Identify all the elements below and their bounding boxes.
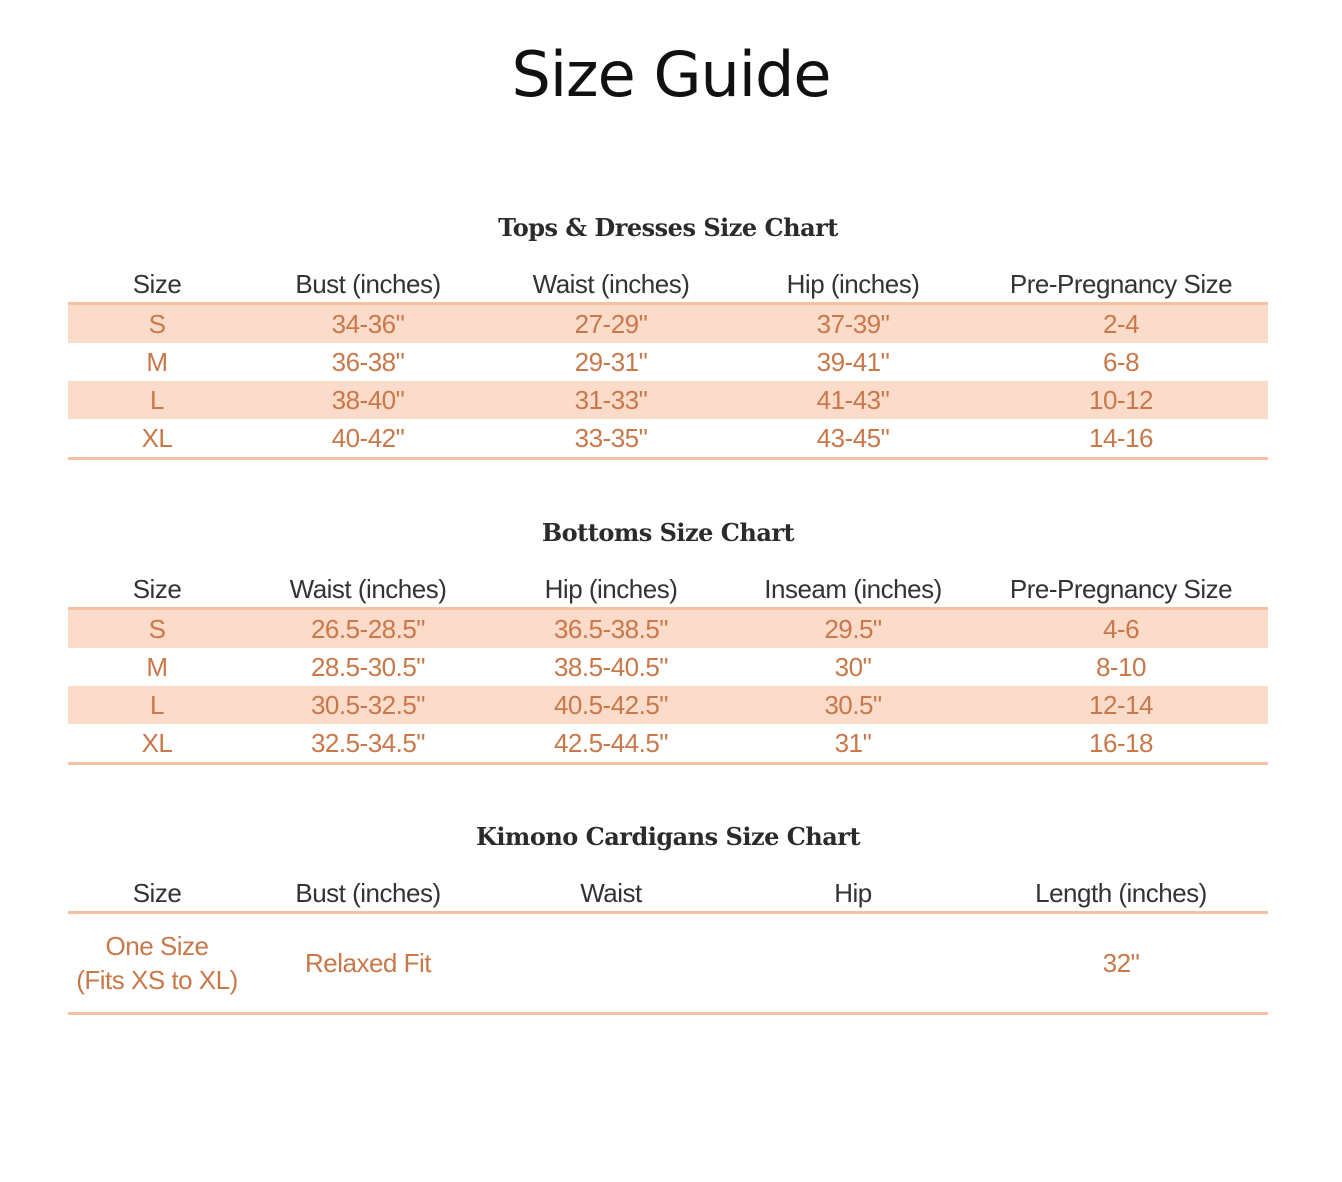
table-cell: 40-42" (331, 422, 405, 453)
bottoms-size-chart: Bottoms Size Chart Size Waist (inches) Hip … (68, 513, 1268, 765)
table-row: S 26.5-28.5" 36.5-38.5" 29.5" 4-6 (68, 610, 1268, 648)
table-cell: L (150, 384, 164, 415)
table-cell: XL (141, 422, 173, 453)
kimono-size-chart: Kimono Cardigans Size Chart Size Bust (i… (68, 817, 1268, 1015)
table-cell: 36-38" (331, 346, 405, 377)
table-cell: 30.5-32.5" (310, 689, 426, 720)
table-cell: 32" (1102, 948, 1140, 978)
table-cell: 26.5-28.5" (310, 613, 426, 644)
column-header: Size (132, 268, 182, 299)
table-cell: 27-29" (574, 308, 648, 339)
table-cell: 36.5-38.5" (553, 613, 669, 644)
table-cell: 31-33" (574, 384, 648, 415)
table-cell: 14-16 (1089, 422, 1154, 453)
table-cell: 38.5-40.5" (553, 651, 669, 682)
column-header: Pre-Pregnancy Size (1009, 573, 1233, 604)
table-header-row: Size Bust (inches) Waist (inches) Hip (inch… (68, 266, 1268, 305)
column-header: Hip (inches) (544, 573, 678, 604)
column-header: Waist (inches) (532, 268, 690, 299)
table-header-row: Size Waist (inches) Hip (inches) Inseam (in… (68, 571, 1268, 610)
column-header: Size (132, 877, 182, 908)
table-cell: 42.5-44.5" (553, 727, 669, 758)
table-cell: 29.5" (824, 613, 882, 644)
table-cell: 43-45" (816, 422, 890, 453)
table-cell: 29-31" (574, 346, 648, 377)
table-row: XL 40-42" 33-35" 43-45" 14-16 (68, 419, 1268, 460)
size-line: One Size (105, 931, 209, 961)
table-cell: XL (141, 727, 173, 758)
column-header: Pre-Pregnancy Size (1009, 268, 1233, 299)
column-header: Hip (inches) (786, 268, 920, 299)
column-header: Size (132, 573, 182, 604)
table-cell: 6-8 (1102, 346, 1140, 377)
table-cell: 37-39" (816, 308, 890, 339)
table-cell: M (146, 346, 168, 377)
column-header: Length (inches) (1035, 877, 1207, 908)
table-row: M 28.5-30.5" 38.5-40.5" 30" 8-10 (68, 648, 1268, 686)
table-cell: 41-43" (816, 384, 890, 415)
column-header: Bust (inches) (295, 268, 441, 299)
section-title: Bottoms Size Chart (541, 518, 795, 547)
table-row: M 36-38" 29-31" 39-41" 6-8 (68, 343, 1268, 381)
table-cell: 30" (834, 651, 872, 682)
table-row: One Size (Fits XS to XL) Relaxed Fit 32" (68, 914, 1268, 1015)
table-cell: 2-4 (1102, 308, 1140, 339)
column-header: Hip (834, 877, 872, 908)
table-cell: 38-40" (331, 384, 405, 415)
table-cell: 39-41" (816, 346, 890, 377)
section-title: Tops & Dresses Size Chart (498, 213, 838, 242)
table-cell: 33-35" (574, 422, 648, 453)
table-cell: One Size (Fits XS to XL) (68, 929, 246, 997)
column-header: Inseam (inches) (764, 573, 942, 604)
table-cell: Relaxed Fit (305, 948, 432, 978)
table-cell: S (148, 613, 166, 644)
table-cell: 30.5" (824, 689, 882, 720)
table-row: L 30.5-32.5" 40.5-42.5" 30.5" 12-14 (68, 686, 1268, 724)
table-cell: 8-10 (1095, 651, 1147, 682)
table-cell: 34-36" (331, 308, 405, 339)
table-cell: M (146, 651, 168, 682)
tops-size-chart: Tops & Dresses Size Chart Size Bust (inche… (68, 208, 1268, 460)
table-row: XL 32.5-34.5" 42.5-44.5" 31" 16-18 (68, 724, 1268, 765)
table-cell: 28.5-30.5" (310, 651, 426, 682)
table-cell: S (148, 308, 166, 339)
table-cell: 32.5-34.5" (310, 727, 426, 758)
size-line: (Fits XS to XL) (76, 965, 238, 995)
column-header: Waist (580, 877, 642, 908)
column-header: Waist (inches) (289, 573, 447, 604)
table-cell: L (150, 689, 164, 720)
section-title: Kimono Cardigans Size Chart (475, 822, 861, 851)
table-cell: 10-12 (1089, 384, 1154, 415)
table-cell: 12-14 (1089, 689, 1154, 720)
table-header-row: Size Bust (inches) Waist Hip Length (inc… (68, 875, 1268, 914)
table-cell: 4-6 (1102, 613, 1140, 644)
table-cell: 16-18 (1089, 727, 1154, 758)
table-row: L 38-40" 31-33" 41-43" 10-12 (68, 381, 1268, 419)
page-title: Size Guide (511, 38, 831, 111)
table-cell: 31" (834, 727, 872, 758)
table-cell: 40.5-42.5" (553, 689, 669, 720)
table-row: S 34-36" 27-29" 37-39" 2-4 (68, 305, 1268, 343)
column-header: Bust (inches) (295, 877, 441, 908)
